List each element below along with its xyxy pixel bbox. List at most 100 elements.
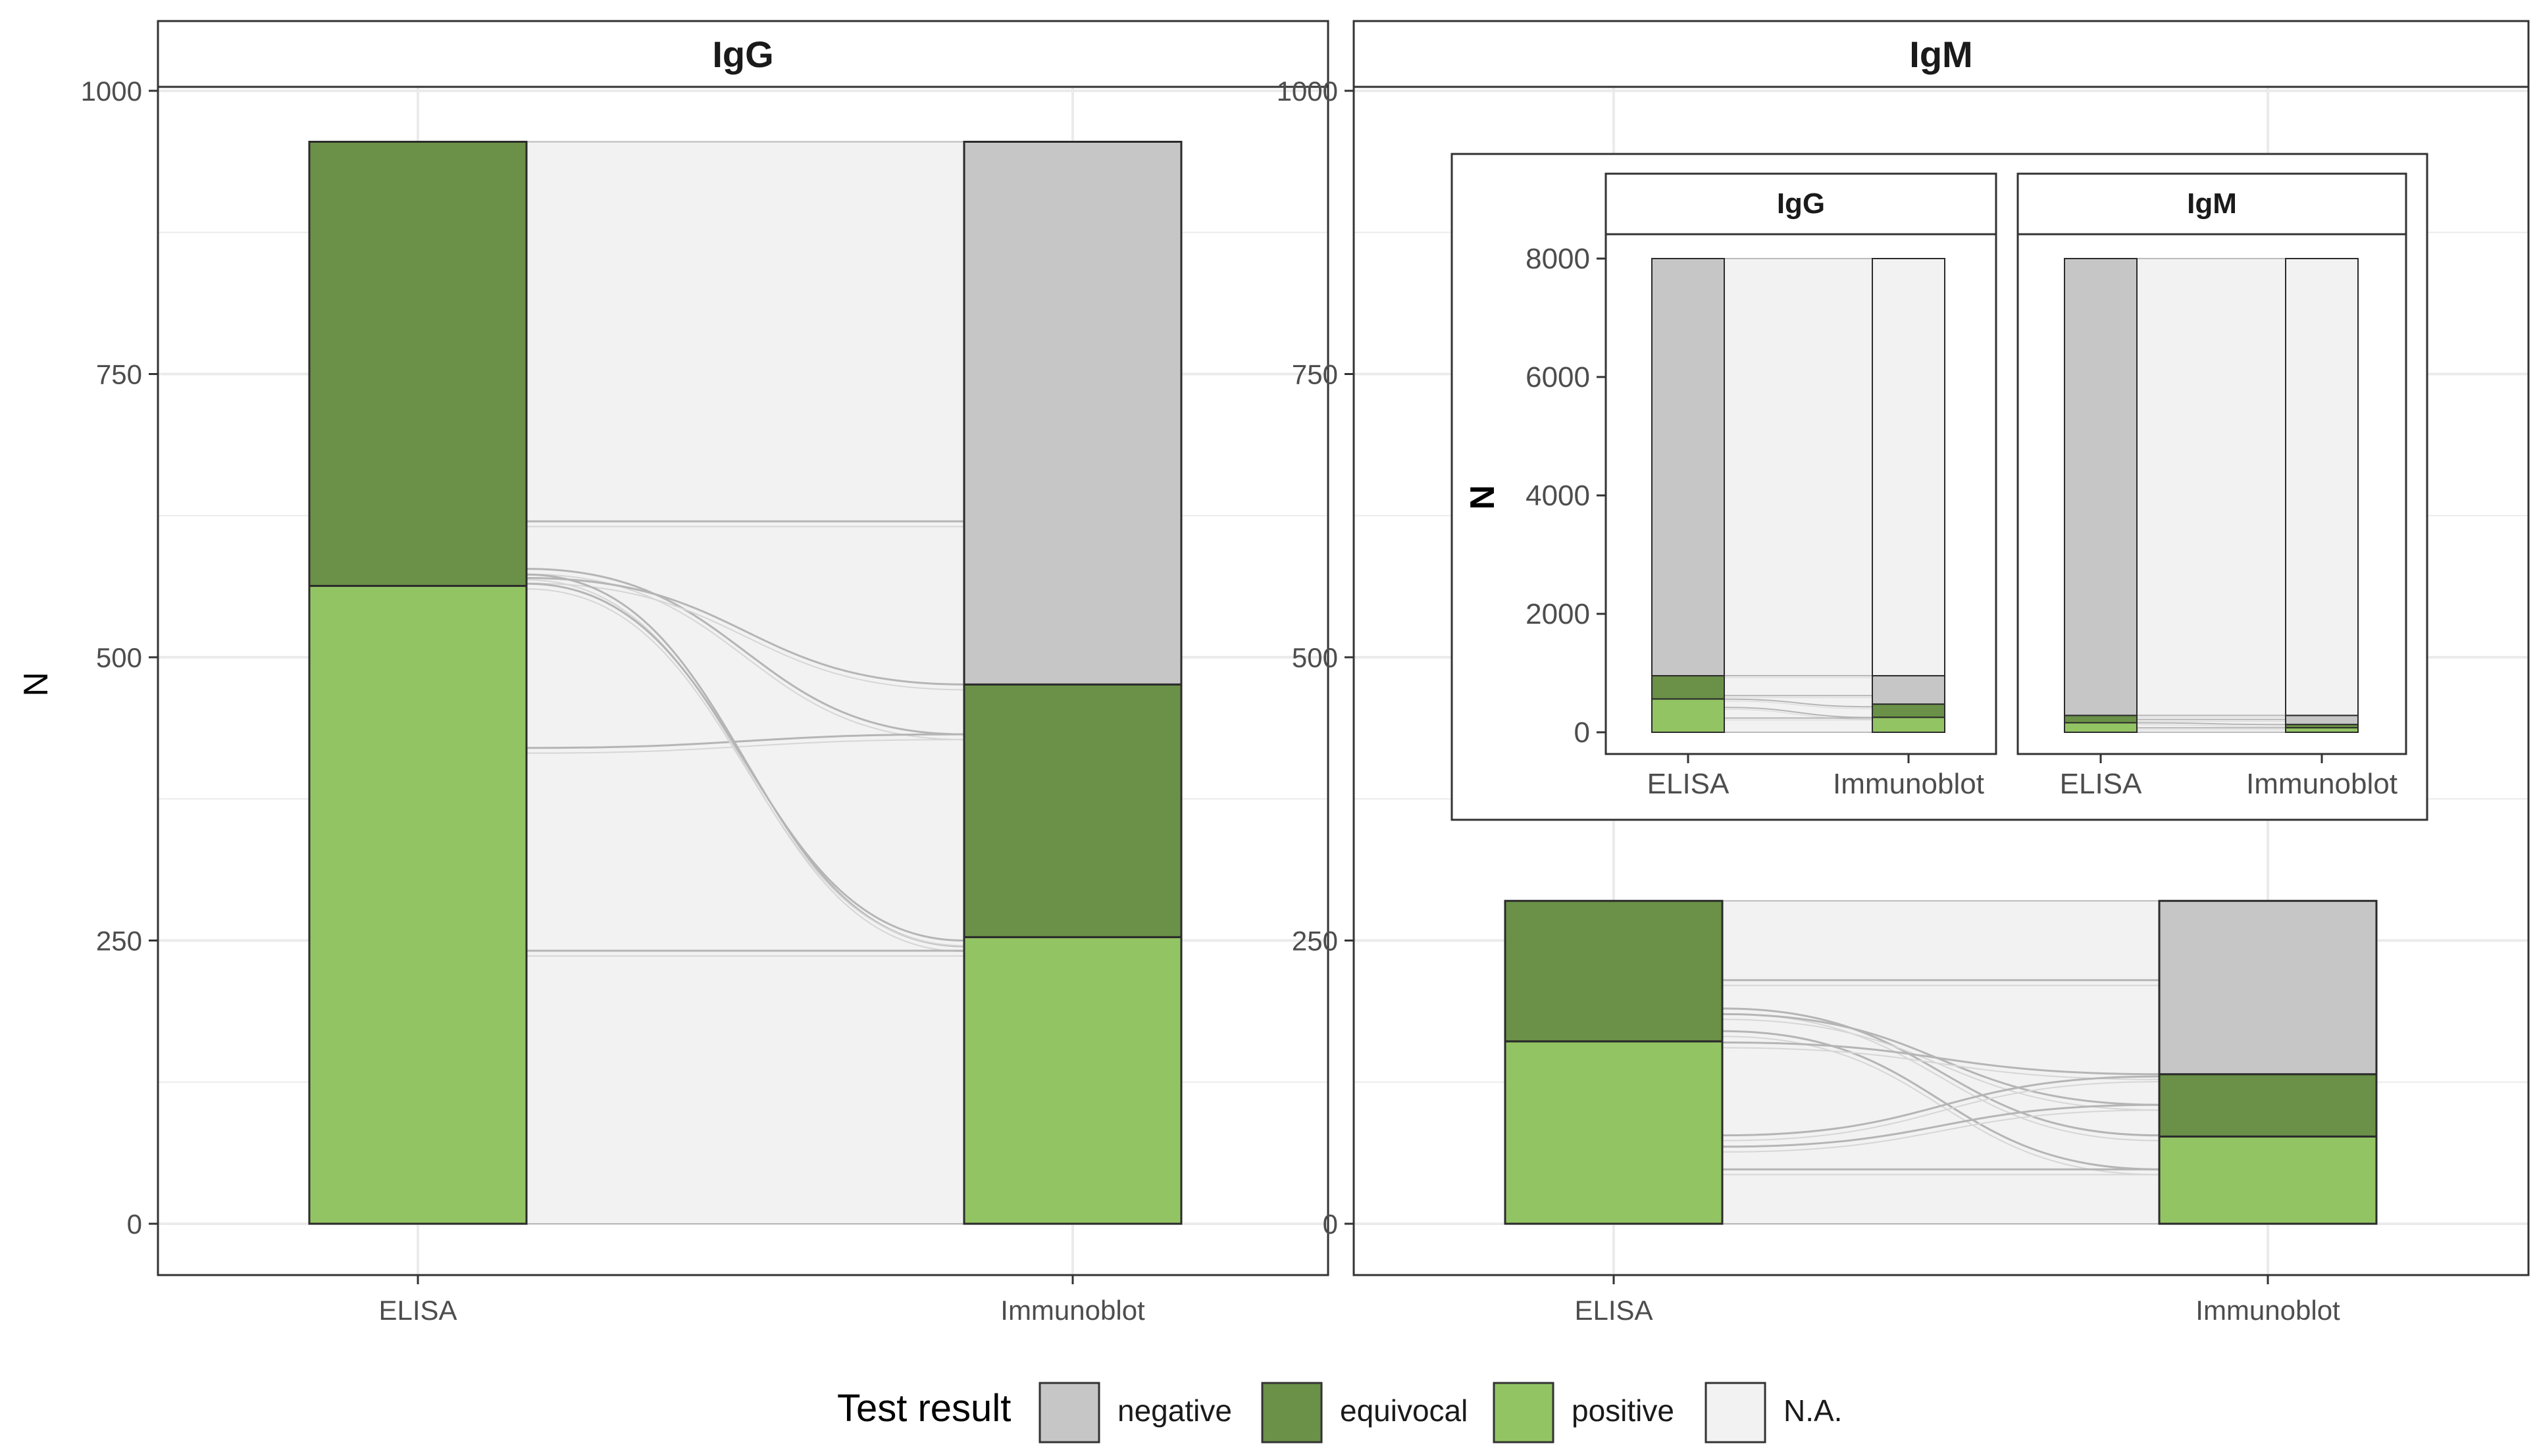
x-tick-label: ELISA [1647, 768, 1730, 800]
flow-band [2136, 258, 2286, 733]
flow-boundary-edge [1722, 1109, 2160, 1153]
bar-segment-ELISA-equivocal [308, 140, 528, 588]
bar-segment-Immunoblot-na [1872, 258, 1945, 677]
bar-segment-Immunoblot-equivocal [2158, 1073, 2378, 1138]
bar-segment-Immunoblot-negative [1872, 675, 1945, 705]
flow-boundary-edge [1722, 1081, 2160, 1142]
legend-swatch-equivocal [1261, 1382, 1323, 1443]
y-tick-label: 1000 [1277, 76, 1338, 107]
flow-boundary-edge [526, 582, 965, 691]
flow-boundary [1724, 707, 1873, 718]
bar-segment-Immunoblot-positive [963, 936, 1183, 1225]
bar-segment-ELISA-negative [2064, 258, 2138, 716]
flow-boundary [1722, 1013, 2160, 1106]
flow-boundary [1724, 698, 1873, 708]
y-tick-label: 250 [96, 926, 142, 957]
y-axis-title: N [17, 672, 55, 697]
flow-boundary-edge [526, 579, 965, 953]
legend-swatch-negative [1039, 1382, 1100, 1443]
panel-inset-IgG: IgG ELISA Immunoblot 0 2000 4000 6000 8000 [1526, 172, 1997, 800]
bar-segment-ELISA-equivocal [2064, 715, 2138, 724]
flow-band [1724, 258, 1873, 733]
y-tick-label: 500 [1292, 642, 1338, 673]
bar-segment-ELISA-negative [1651, 258, 1725, 677]
flow-boundary [1722, 1103, 2160, 1148]
y-tick-label: 8000 [1526, 243, 1590, 275]
bar-segment-ELISA-equivocal [1651, 675, 1725, 700]
legend-label-na: N.A. [1783, 1393, 1842, 1428]
bar-segment-Immunoblot-negative [2158, 899, 2378, 1076]
bar-segment-Immunoblot-equivocal [963, 683, 1183, 938]
flow-boundary-edge [526, 588, 965, 947]
bar-segment-ELISA-positive [1651, 698, 1725, 733]
facet-strip-label: IgG [712, 34, 773, 75]
legend-label-positive: positive [1572, 1393, 1674, 1428]
bar-segment-Immunoblot-na [2285, 258, 2359, 716]
flow-boundary-edge [1722, 1018, 2160, 1111]
flow-band [1722, 900, 2160, 1224]
flow-boundary-edge [1722, 1047, 2160, 1080]
flow-boundary [1722, 1007, 2160, 1137]
panel-inset-IgM: IgM ELISA Immunoblot [2016, 172, 2407, 800]
facet-strip [1604, 172, 1997, 236]
bar-segment-Immunoblot-negative [2285, 715, 2359, 726]
facet-strip [1352, 20, 2530, 88]
panel-IgG: IgG ELISA Immunoblot 0 250 500 750 1000 [81, 20, 1329, 1326]
flow-boundary [526, 568, 965, 736]
flow-boundary-edge [526, 739, 965, 754]
flow-boundary [526, 576, 965, 686]
facet-strip-label: IgG [1777, 188, 1825, 220]
y-tick-label: 500 [96, 642, 142, 673]
bar-segment-Immunoblot-positive [2285, 727, 2359, 733]
flow-boundary-edge [1724, 709, 1873, 720]
x-tick-label: Immunoblot [2246, 768, 2398, 800]
bar-segment-ELISA-positive [1504, 1040, 1724, 1225]
flow-boundary [1722, 1075, 2160, 1137]
x-tick-label: Immunoblot [1000, 1295, 1145, 1326]
bar-segment-ELISA-equivocal [1504, 899, 1724, 1043]
x-tick-label: Immunoblot [1833, 768, 1984, 800]
legend-label-equivocal: equivocal [1340, 1393, 1468, 1428]
plot-layer: IgG ELISA Immunoblot 0 250 500 750 1000 IgM ELISA… [17, 20, 2530, 1326]
legend: Test result negative equivocal positive N.A… [837, 1382, 1842, 1443]
legend-items: negative equivocal positive N.A. [1039, 1382, 1842, 1443]
x-tick-label: ELISA [2060, 768, 2142, 800]
facet-strip-label: IgM [1909, 34, 1972, 75]
bar-segment-Immunoblot-equivocal [1872, 703, 1945, 718]
y-tick-label: 1000 [81, 76, 142, 107]
bar-segment-Immunoblot-positive [1872, 716, 1945, 733]
x-tick-label: ELISA [378, 1295, 457, 1326]
flow-boundary [526, 582, 965, 941]
y-tick-label: 2000 [1526, 598, 1590, 630]
flow-boundary [1722, 1041, 2160, 1076]
bar-segment-ELISA-positive [308, 585, 528, 1225]
legend-label-negative: negative [1117, 1393, 1232, 1428]
y-tick-label: 0 [1323, 1209, 1338, 1240]
facet-strip [2016, 172, 2407, 236]
inset-y-axis-title: N [1464, 485, 1502, 510]
flow-boundary-edge [1724, 701, 1873, 709]
bar-segment-ELISA-positive [2064, 722, 2138, 734]
flow-boundary [1722, 1030, 2160, 1170]
y-tick-label: 750 [96, 359, 142, 390]
bar-segment-Immunoblot-positive [2158, 1135, 2378, 1225]
bar-segment-Immunoblot-negative [963, 140, 1183, 686]
x-tick-label: Immunoblot [2195, 1295, 2340, 1326]
y-tick-label: 6000 [1526, 361, 1590, 393]
y-tick-label: 4000 [1526, 480, 1590, 512]
legend-swatch-na [1705, 1382, 1766, 1443]
y-tick-label: 750 [1292, 359, 1338, 390]
facet-strip [157, 20, 1329, 88]
flow-band [526, 141, 965, 1225]
facet-strip-label: IgM [2187, 188, 2237, 220]
flow-boundary [526, 733, 965, 749]
flow-boundary [2136, 722, 2286, 726]
x-tick-label: ELISA [1574, 1295, 1653, 1326]
y-tick-label: 0 [127, 1209, 142, 1240]
y-tick-label: 250 [1292, 926, 1338, 957]
flow-boundary-edge [2136, 724, 2286, 727]
legend-title: Test result [837, 1387, 1011, 1430]
legend-swatch-positive [1493, 1382, 1554, 1443]
flow-boundary-edge [1722, 1013, 2160, 1142]
y-tick-label: 0 [1574, 716, 1590, 749]
